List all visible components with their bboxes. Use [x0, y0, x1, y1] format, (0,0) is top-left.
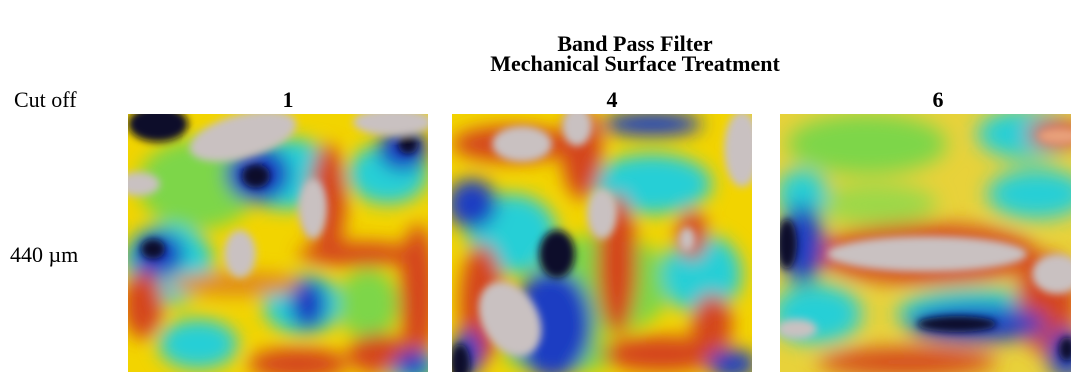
column-label-6: 6: [932, 87, 944, 112]
surface-map-4: [452, 114, 752, 372]
cutoff-label: Cut off: [14, 87, 77, 112]
cutoff-value-label: 440 µm: [10, 242, 79, 267]
column-label-4: 4: [606, 87, 618, 112]
surface-map-6: [777, 114, 1071, 372]
surface-map-1: [128, 114, 428, 372]
column-label-1: 1: [282, 87, 294, 112]
title-line-2: Mechanical Surface Treatment: [490, 51, 780, 76]
title-line-1: Band Pass Filter: [557, 31, 713, 56]
